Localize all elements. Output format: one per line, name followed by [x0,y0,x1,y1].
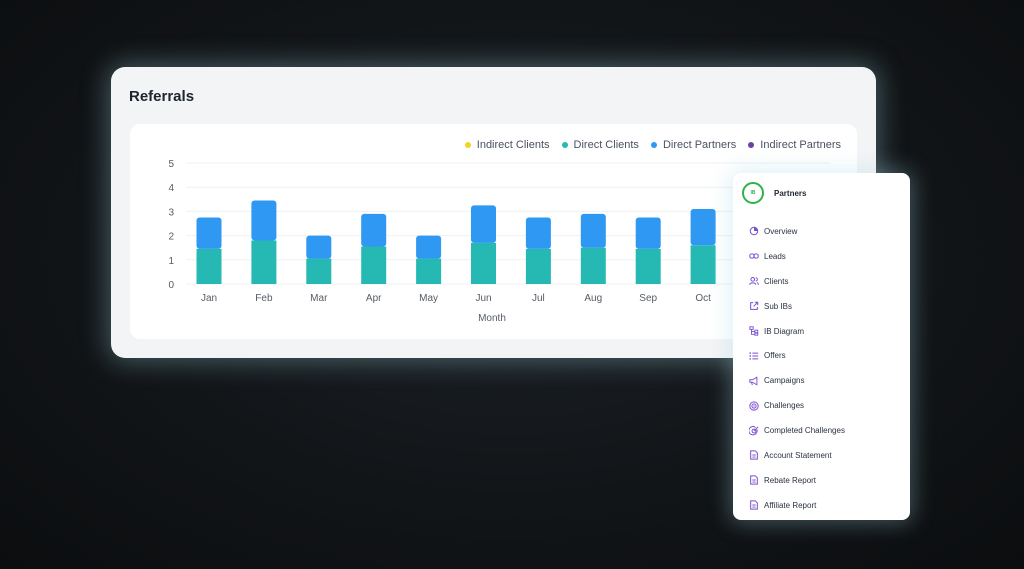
menu-item-label: Offers [764,351,786,361]
legend-dot [464,142,471,148]
menu-item-label: Leads [764,251,786,261]
x-tick-label: Mar [310,293,328,304]
menu-item-completed-challenges[interactable]: Completed Challenges [749,418,845,443]
list-icon [749,351,759,361]
menu-item-label: Affiliate Report [764,500,817,510]
bar-direct-clients[interactable] [471,242,496,284]
bar-direct-partners[interactable] [361,213,387,247]
x-tick-label: May [419,293,438,304]
x-tick-label: Apr [366,293,382,304]
menu-item-label: Campaigns [764,376,805,386]
chart-panel: 0 1 2 3 4 5 Jan Feb Mar Apr May Jun Jul Aug Sep Oct Mont… [130,124,857,339]
menu-item-label: Sub IBs [764,301,793,311]
menu-item-label: Clients [764,276,789,286]
document-icon [749,475,759,486]
y-tick-label: 2 [168,232,174,243]
target-check-icon [749,425,759,436]
referrals-chart: 0 1 2 3 4 5 Jan Feb Mar Apr May Jun Jul Aug Sep Oct Mont… [168,159,830,324]
bar-direct-clients[interactable] [416,258,442,284]
external-link-icon [749,301,759,311]
menu-item-label: Completed Challenges [764,426,845,436]
menu-list: Overview Leads Clients Sub IBs IB Diagram Off… [749,219,845,518]
bar-direct-clients[interactable] [196,248,222,284]
legend-dot [748,142,755,148]
menu-item-account-statement[interactable]: Account Statement [749,443,845,468]
bar-direct-partners[interactable] [690,208,716,246]
document-icon [749,500,759,510]
partners-menu: IB Partners Overview Leads Clients Sub IBs I… [733,173,910,520]
bar-direct-clients[interactable] [361,246,387,284]
menu-item-challenges[interactable]: Challenges [749,393,845,418]
card-title: Referrals [129,88,195,105]
bar-direct-partners[interactable] [471,205,496,243]
menu-item-leads[interactable]: Leads [749,244,845,269]
menu-item-ib-diagram[interactable]: IB Diagram [749,319,845,344]
menu-item-sub-ibs[interactable]: Sub IBs [749,294,845,319]
document-icon [749,450,759,461]
bar-direct-clients[interactable] [525,248,551,284]
bar-direct-partners[interactable] [635,217,661,249]
menu-header: IB Partners [742,182,806,204]
legend-item-direct-partners[interactable]: Direct Partners [650,139,737,151]
legend-dot [650,142,657,148]
menu-item-label: IB Diagram [764,326,805,336]
bar-direct-partners[interactable] [416,235,442,259]
megaphone-icon [749,376,759,386]
legend-item-indirect-clients[interactable]: Indirect Clients [464,139,550,151]
bar-direct-partners[interactable] [580,213,606,248]
chart-legend: Indirect Clients Direct Clients Direct P… [464,139,841,151]
bar-direct-partners[interactable] [196,217,222,249]
legend-label: Direct Clients [573,139,639,151]
menu-item-label: Rebate Report [764,475,817,485]
x-tick-label: Oct [695,293,711,304]
menu-item-label: Account Statement [764,450,832,460]
menu-item-label: Challenges [764,401,805,411]
y-tick-label: 4 [168,183,174,194]
legend-label: Direct Partners [662,139,737,151]
bar-direct-partners[interactable] [251,200,277,241]
y-tick-label: 1 [168,256,174,267]
legend-label: Indirect Partners [760,139,841,151]
legend-item-indirect-partners[interactable]: Indirect Partners [748,139,841,151]
users-icon [749,276,759,286]
legend-dot [561,142,568,148]
x-tick-label: Jun [475,293,491,304]
bar-direct-clients[interactable] [635,248,661,284]
menu-item-rebate-report[interactable]: Rebate Report [749,468,845,493]
x-tick-label: Sep [639,293,657,304]
target-icon [749,401,759,411]
avatar: IB [742,182,764,204]
menu-item-offers[interactable]: Offers [749,343,845,368]
menu-title: Partners [774,188,807,198]
menu-item-overview[interactable]: Overview [749,219,845,244]
bar-direct-clients[interactable] [251,240,277,284]
x-tick-label: Jul [532,293,545,304]
y-tick-label: 0 [168,280,174,291]
bar-direct-partners[interactable] [306,235,332,259]
x-tick-label: Feb [255,293,273,304]
menu-item-clients[interactable]: Clients [749,269,845,294]
menu-item-label: Overview [764,226,798,236]
menu-item-campaigns[interactable]: Campaigns [749,368,845,393]
x-tick-label: Aug [584,293,602,304]
bar-direct-partners[interactable] [525,217,551,249]
bar-direct-clients[interactable] [306,258,332,284]
x-axis-label: Month [478,313,506,324]
link-icon [749,251,759,261]
x-tick-label: Jan [201,293,217,304]
hierarchy-icon [749,326,759,336]
legend-label: Indirect Clients [476,139,550,151]
y-tick-label: 3 [168,207,174,218]
legend-item-direct-clients[interactable]: Direct Clients [561,139,639,151]
bar-direct-clients[interactable] [580,247,606,284]
y-tick-label: 5 [168,159,174,170]
pie-chart-icon [749,226,759,236]
bar-direct-clients[interactable] [690,245,716,284]
menu-item-affiliate-report[interactable]: Affiliate Report [749,493,845,518]
